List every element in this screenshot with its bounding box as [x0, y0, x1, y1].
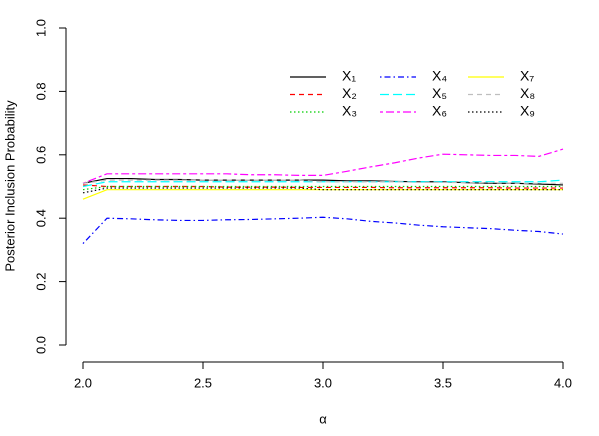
legend-label: X₉ [520, 103, 535, 119]
y-tick-label: 0.8 [33, 82, 48, 100]
legend-label: X₆ [432, 103, 447, 119]
series-line [82, 187, 563, 194]
series-line [82, 216, 564, 244]
legend-label: X₂ [342, 85, 357, 101]
x-tick-label: 4.0 [554, 375, 572, 390]
series-line [82, 189, 563, 200]
series-line [82, 148, 564, 184]
legend-label: X₁ [342, 68, 356, 84]
legend-label: X₃ [342, 103, 357, 119]
legend-label: X₄ [432, 68, 447, 84]
y-axis-label: Posterior Inclusion Probability [2, 100, 17, 272]
series-line [82, 184, 563, 189]
legend-label: X₈ [520, 85, 535, 101]
x-tick-label: 2.5 [194, 375, 212, 390]
y-tick-label: 0.2 [33, 273, 48, 291]
x-tick-label: 2.0 [74, 375, 92, 390]
series-line [82, 179, 564, 188]
y-tick-label: 0.6 [33, 146, 48, 164]
series-line [82, 185, 563, 191]
series-line [82, 179, 563, 184]
y-tick-label: 0.0 [33, 336, 48, 354]
x-axis-label: α [319, 411, 327, 426]
x-tick-label: 3.5 [434, 375, 452, 390]
x-tick-label: 3.0 [314, 375, 332, 390]
legend-label: X₅ [432, 85, 447, 101]
y-tick-label: 0.4 [33, 209, 48, 227]
legend-label: X₇ [520, 68, 534, 84]
y-tick-label: 1.0 [33, 19, 48, 37]
